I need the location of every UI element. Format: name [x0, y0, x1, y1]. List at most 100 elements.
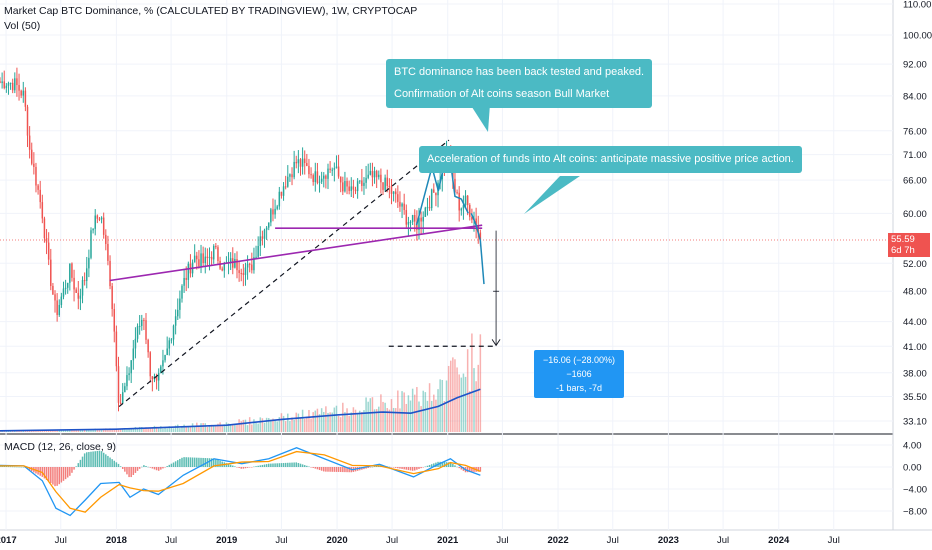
macd-line [0, 447, 481, 517]
volume-bar [363, 410, 365, 432]
volume-bar [452, 357, 454, 432]
macd-hist-bar [187, 457, 190, 467]
macd-hist-bar [367, 467, 369, 469]
candle-body [475, 218, 477, 227]
purple-trendline[interactable] [109, 224, 483, 282]
candle-body [352, 186, 355, 190]
macd-hist-bar [117, 463, 120, 467]
volume-bar [301, 409, 304, 432]
volume-bar [409, 400, 412, 432]
volume-bar [284, 421, 287, 432]
macd-hist-bar [339, 467, 342, 473]
volume-bar [367, 401, 369, 432]
volume-bar [401, 391, 403, 432]
candle-body [24, 90, 27, 107]
volume-bar [217, 423, 219, 432]
macd-hist-bar [232, 465, 234, 467]
candle-body [88, 257, 90, 269]
candle-body [102, 217, 105, 235]
x-tick-label: Jul [275, 535, 287, 546]
volume-bar [320, 408, 323, 432]
candle-body [204, 256, 207, 264]
volume-bar [371, 397, 374, 432]
candle-body [145, 320, 147, 340]
candle-body [367, 174, 369, 178]
macd-hist-bar [14, 466, 16, 468]
volume-bar [430, 400, 433, 432]
candle-body [428, 207, 431, 209]
x-tick-label: 2023 [658, 535, 679, 546]
price-range-measure-label[interactable]: −16.06 (−28.00%) −1606 -1 bars, -7d [534, 350, 624, 398]
macd-hist-bar [189, 457, 192, 467]
macd-hist-bar [337, 467, 340, 472]
macd-hist-bar [157, 467, 160, 471]
volume-bar [382, 401, 384, 432]
macd-hist-bar [149, 467, 151, 468]
candle-body [371, 170, 374, 178]
volume-bar [441, 379, 444, 432]
candle-body [75, 289, 77, 293]
volume-bar [350, 412, 353, 432]
macd-hist-bar [388, 466, 391, 468]
candle-body [62, 288, 65, 297]
annotation-acceleration-note[interactable]: Acceleration of funds into Alt coins: an… [419, 146, 802, 173]
candle-body [392, 191, 395, 194]
candle-body [81, 280, 84, 296]
macd-tick-label: 0.00 [903, 463, 922, 474]
macd-hist-bar [96, 450, 99, 467]
macd-hist-bar [88, 452, 90, 467]
volume-bar [69, 429, 71, 432]
candle-body [284, 186, 287, 188]
volume-bar [414, 394, 416, 432]
candle-body [130, 360, 132, 374]
candle-body [64, 287, 67, 289]
volume-bar [270, 419, 272, 432]
projection-path[interactable] [470, 213, 485, 285]
macd-hist-bar [111, 459, 113, 467]
candle-body [160, 366, 162, 374]
annotation-peak-note[interactable]: BTC dominance has been back tested and p… [386, 59, 653, 108]
candle-body [221, 268, 223, 271]
candle-body [212, 245, 215, 260]
macd-hist-bar [151, 467, 154, 469]
volume-bar [424, 392, 427, 432]
volume-indicator-label[interactable]: Vol (50) [4, 20, 41, 32]
candle-body [177, 309, 179, 317]
signal-line [0, 450, 481, 513]
candle-body [71, 263, 73, 278]
macd-hist-bar [109, 457, 111, 467]
chart-drawings[interactable] [109, 104, 580, 408]
candle-body [113, 309, 116, 332]
candle-body [314, 171, 317, 183]
macd-hist-bar [342, 467, 344, 473]
macd-hist-bar [227, 463, 230, 467]
volume-bar [369, 398, 372, 432]
macd-hist-bar [323, 467, 325, 472]
macd-hist-bar [113, 460, 116, 467]
candle-body [397, 194, 399, 202]
candle-body [246, 263, 249, 268]
candle-body [416, 221, 418, 231]
volume-bar [166, 428, 168, 432]
volume-bar [126, 429, 128, 432]
macd-hist-bar [20, 466, 22, 468]
volume-bar [475, 381, 477, 432]
macd-hist-bar [60, 467, 63, 483]
candle-body [100, 217, 103, 220]
volume-bar [433, 394, 435, 432]
macd-hist-bar [124, 467, 126, 472]
macd-indicator-label[interactable]: MACD (12, 26, close, 9) [4, 441, 117, 453]
macd-hist-bar [240, 467, 242, 469]
candle-body [33, 163, 35, 167]
macd-tick-label: −4.00 [903, 485, 927, 496]
volume-bar [136, 428, 139, 432]
macd-hist-bar [399, 467, 401, 469]
candle-body [464, 195, 467, 206]
volume-bar [443, 401, 446, 432]
candle-body [460, 208, 463, 211]
volume-bar [323, 411, 325, 432]
candle-body [479, 232, 482, 240]
dashed-support-trendline[interactable] [118, 139, 450, 408]
candle-body [386, 177, 388, 186]
macd-hist-bar [212, 458, 215, 467]
